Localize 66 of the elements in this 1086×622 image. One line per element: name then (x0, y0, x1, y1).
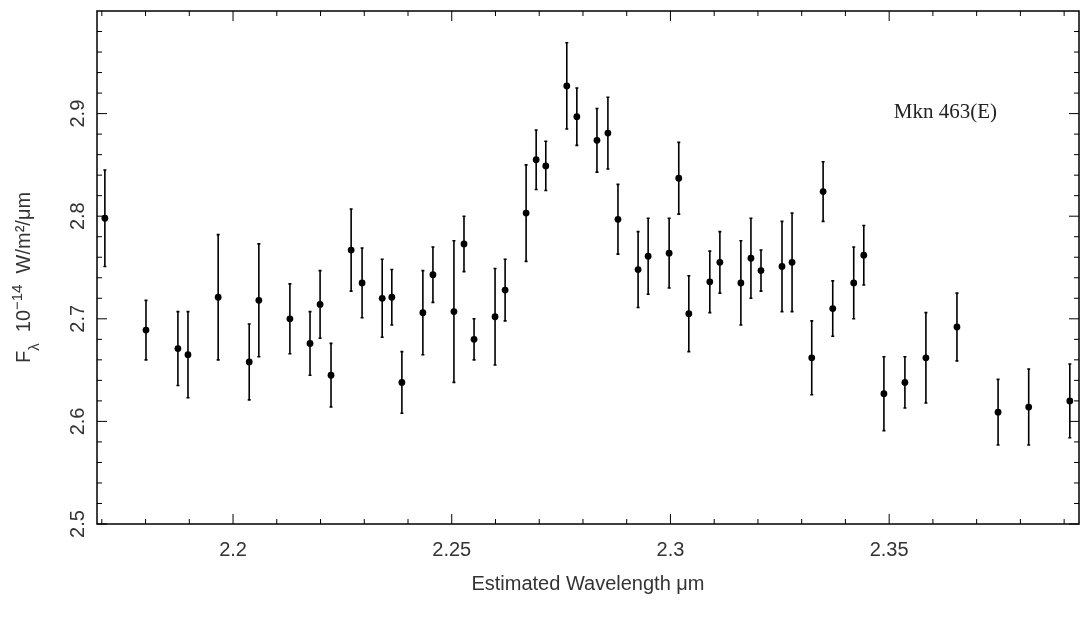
point (808, 354, 816, 362)
point (634, 266, 642, 273)
point (142, 326, 150, 334)
point (532, 156, 540, 164)
y-tick-label: 2.9 (66, 99, 88, 128)
y-tick-label: 2.7 (66, 304, 88, 333)
point (419, 309, 427, 317)
point (614, 215, 622, 223)
point (542, 162, 550, 170)
x-tick-label: 2.2 (219, 538, 247, 560)
y-tick-label: 2.8 (66, 202, 88, 231)
point (306, 340, 314, 347)
point (450, 308, 458, 316)
point (716, 258, 724, 266)
point (880, 390, 888, 398)
point (378, 294, 386, 302)
point (665, 249, 673, 257)
point (788, 258, 796, 266)
x-axis-title: Estimated Wavelength μm (471, 572, 705, 594)
point (644, 252, 652, 260)
point (214, 293, 222, 301)
point (286, 315, 294, 323)
point (675, 174, 683, 182)
point (460, 240, 468, 248)
point (563, 82, 571, 90)
point (573, 113, 581, 121)
point (347, 246, 355, 254)
x-tick-label: 2.25 (432, 538, 472, 560)
point (1066, 397, 1074, 405)
point (522, 209, 530, 217)
point (245, 358, 253, 366)
point (388, 293, 396, 301)
point (470, 335, 478, 343)
point (850, 279, 858, 287)
point (101, 214, 109, 222)
point (184, 351, 192, 359)
point (398, 379, 406, 386)
point (327, 371, 335, 379)
point (819, 188, 827, 195)
point (829, 305, 837, 312)
point (706, 278, 714, 286)
x-tick-label: 2.3 (656, 538, 685, 560)
point (737, 279, 745, 287)
point (778, 263, 786, 270)
point (604, 129, 612, 137)
point (953, 323, 961, 331)
point (685, 310, 693, 318)
x-tick-label: 2.35 (869, 538, 909, 560)
point (429, 271, 437, 279)
point (757, 267, 765, 274)
point (491, 313, 499, 321)
point (860, 251, 868, 259)
point (901, 379, 909, 386)
point (255, 296, 263, 304)
y-tick-label: 2.5 (66, 510, 88, 538)
point (1025, 403, 1033, 411)
annotation: Mkn 463(E) (893, 99, 997, 123)
point (174, 345, 182, 352)
point (593, 136, 601, 144)
point (994, 408, 1002, 416)
y-tick-label: 2.6 (66, 407, 88, 436)
point (747, 254, 755, 262)
point (501, 286, 509, 294)
point (316, 301, 324, 308)
point (922, 354, 930, 362)
point (358, 279, 366, 287)
